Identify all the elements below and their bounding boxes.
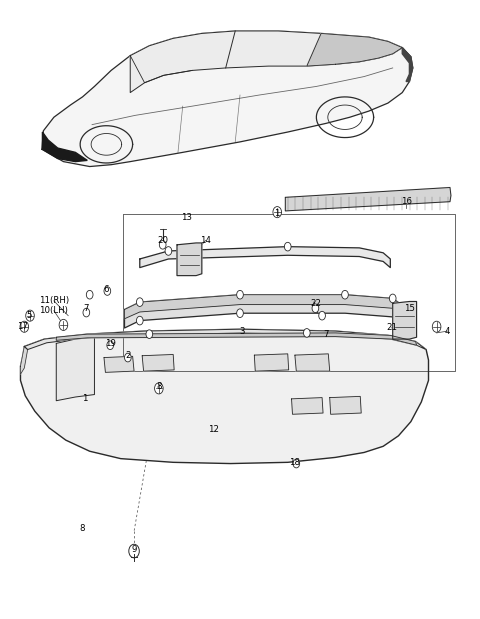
Circle shape bbox=[293, 459, 300, 468]
Text: 2: 2 bbox=[125, 351, 131, 360]
Circle shape bbox=[155, 383, 163, 394]
Circle shape bbox=[284, 242, 291, 251]
Text: 6: 6 bbox=[104, 285, 109, 294]
Text: 20: 20 bbox=[157, 236, 168, 245]
Circle shape bbox=[237, 290, 243, 299]
Text: 9: 9 bbox=[132, 545, 137, 555]
Polygon shape bbox=[56, 337, 95, 400]
Circle shape bbox=[432, 321, 441, 332]
Polygon shape bbox=[142, 355, 174, 371]
Text: 18: 18 bbox=[289, 458, 300, 467]
Text: 19: 19 bbox=[105, 339, 116, 348]
Polygon shape bbox=[104, 357, 134, 373]
Polygon shape bbox=[21, 347, 28, 374]
Polygon shape bbox=[130, 31, 402, 93]
Circle shape bbox=[129, 544, 139, 558]
Polygon shape bbox=[402, 48, 413, 82]
Polygon shape bbox=[140, 246, 390, 267]
Circle shape bbox=[124, 353, 131, 362]
Circle shape bbox=[312, 304, 319, 313]
Circle shape bbox=[136, 298, 143, 306]
Circle shape bbox=[146, 330, 153, 339]
Circle shape bbox=[237, 309, 243, 318]
Polygon shape bbox=[295, 354, 330, 371]
Text: 8: 8 bbox=[80, 524, 85, 533]
Text: 7: 7 bbox=[84, 304, 89, 313]
Text: 21: 21 bbox=[386, 324, 397, 332]
Text: 8: 8 bbox=[156, 382, 162, 391]
Circle shape bbox=[104, 287, 111, 295]
Text: 5: 5 bbox=[26, 311, 32, 320]
Polygon shape bbox=[393, 301, 417, 339]
Circle shape bbox=[273, 207, 281, 218]
Polygon shape bbox=[42, 132, 87, 162]
Text: 11(RH): 11(RH) bbox=[39, 297, 69, 305]
Text: 14: 14 bbox=[200, 236, 211, 245]
Polygon shape bbox=[177, 243, 202, 275]
Circle shape bbox=[83, 308, 90, 317]
Circle shape bbox=[20, 321, 29, 332]
Circle shape bbox=[342, 290, 348, 299]
Text: 4: 4 bbox=[445, 327, 450, 335]
Polygon shape bbox=[24, 329, 426, 350]
Polygon shape bbox=[307, 33, 402, 66]
Polygon shape bbox=[56, 333, 417, 345]
Text: 22: 22 bbox=[310, 299, 321, 308]
Text: 7: 7 bbox=[323, 330, 329, 339]
Circle shape bbox=[319, 311, 325, 320]
Text: 16: 16 bbox=[401, 197, 411, 206]
Circle shape bbox=[136, 316, 143, 325]
Text: 3: 3 bbox=[240, 327, 245, 335]
Polygon shape bbox=[42, 31, 413, 167]
Circle shape bbox=[59, 319, 68, 331]
Polygon shape bbox=[21, 329, 429, 464]
Circle shape bbox=[165, 246, 172, 255]
Text: 10(LH): 10(LH) bbox=[39, 306, 68, 315]
Text: 1: 1 bbox=[275, 209, 280, 219]
Text: 1: 1 bbox=[82, 394, 88, 404]
Polygon shape bbox=[291, 397, 323, 414]
Circle shape bbox=[159, 241, 166, 249]
Circle shape bbox=[86, 290, 93, 299]
Polygon shape bbox=[254, 354, 288, 371]
Circle shape bbox=[26, 310, 34, 321]
Circle shape bbox=[389, 294, 396, 303]
Polygon shape bbox=[330, 396, 361, 414]
Text: 12: 12 bbox=[208, 425, 219, 434]
Circle shape bbox=[303, 329, 310, 337]
Polygon shape bbox=[285, 188, 451, 211]
Text: 15: 15 bbox=[404, 304, 415, 313]
Circle shape bbox=[107, 341, 114, 350]
Polygon shape bbox=[124, 295, 401, 319]
Text: 13: 13 bbox=[181, 212, 192, 222]
Text: 17: 17 bbox=[17, 322, 28, 331]
Polygon shape bbox=[124, 295, 402, 328]
